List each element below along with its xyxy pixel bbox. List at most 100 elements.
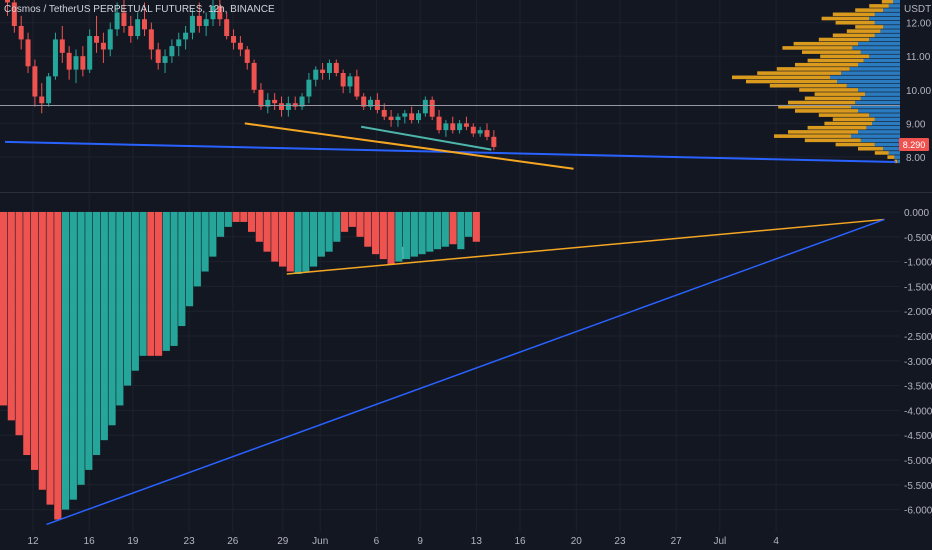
oscillator-bar (426, 212, 434, 252)
candle-body (320, 69, 326, 73)
oscillator-bar (131, 212, 139, 371)
volume-profile-bar-up (888, 4, 900, 8)
oscillator-bar (54, 212, 62, 520)
volume-profile-bar-down (887, 155, 895, 159)
candle-body (491, 136, 497, 147)
candle-body (470, 126, 476, 134)
candle-body (231, 36, 237, 43)
candle-body (59, 39, 65, 53)
volume-profile-bar-down (795, 109, 858, 113)
price-trendline[interactable] (244, 122, 574, 170)
candle (107, 22, 113, 57)
price-tick-label: 11.00 (906, 52, 931, 63)
volume-profile-bar-up (869, 16, 900, 21)
volume-profile-bar-down (821, 16, 870, 21)
oscillator-bar (449, 212, 457, 245)
oscillator-bar (279, 212, 287, 267)
volume-profile-bar-up (897, 159, 900, 164)
oscillator-bar (232, 212, 240, 222)
oscillator-tick-label: -2.500 (904, 332, 932, 343)
candle (333, 59, 339, 77)
volume-profile-bar-up (858, 62, 900, 67)
candle (237, 36, 243, 57)
oscillator-bar (372, 212, 380, 255)
candle (128, 15, 134, 43)
oscillator-tick-label: 0.000 (904, 208, 929, 219)
volume-profile-bar-down (835, 142, 875, 147)
candle-body (87, 36, 93, 70)
volume-profile (732, 0, 900, 164)
candle (388, 109, 394, 127)
candle (320, 62, 326, 80)
oscillator-bar (271, 212, 279, 262)
x-tick-label: 6 (374, 536, 380, 547)
volume-profile-bar-down (835, 20, 875, 25)
candle (162, 49, 168, 73)
candle (189, 9, 195, 40)
candle (18, 15, 24, 50)
oscillator-bar (7, 212, 15, 421)
candle (306, 73, 312, 104)
candle-body (463, 123, 469, 127)
oscillator-bar (333, 212, 341, 242)
oscillator-bar (77, 212, 85, 485)
oscillator-bar (31, 212, 39, 470)
volume-profile-bar-down (818, 113, 870, 117)
oscillator-bar (395, 212, 403, 262)
candle (422, 96, 428, 117)
x-tick-label: 19 (127, 536, 139, 547)
volume-profile-bar-down (858, 146, 884, 151)
volume-profile-bar-down (807, 125, 867, 130)
candle-body (155, 49, 161, 63)
candle (361, 93, 367, 110)
candle-body (189, 15, 195, 33)
candle-body (313, 69, 319, 80)
candle-body (52, 39, 58, 77)
volume-profile-bar-down (818, 37, 870, 42)
candle (217, 0, 223, 26)
candle (285, 96, 291, 117)
oscillator-bar (193, 212, 201, 287)
candle (46, 73, 52, 107)
candle (299, 93, 305, 110)
price-trendline[interactable] (361, 125, 492, 151)
candle-body (39, 96, 45, 104)
candle-body (457, 123, 463, 131)
candle (368, 96, 374, 110)
candle-body (66, 52, 72, 70)
oscillator-tick-label: -5.000 (904, 456, 932, 467)
oscillator-bar (263, 212, 271, 252)
candle-body (279, 103, 284, 110)
candle-body (333, 62, 339, 73)
volume-profile-bar-up (860, 138, 900, 143)
candle (80, 46, 86, 77)
volume-profile-bar-down (824, 121, 872, 126)
x-tick-label: 20 (571, 536, 583, 547)
oscillator-tick-label: -0.500 (904, 233, 932, 244)
oscillator-tick-label: -6.000 (904, 506, 932, 517)
oscillator-bar (85, 212, 93, 470)
candle-body (162, 56, 168, 63)
candle (176, 32, 182, 57)
volume-profile-bar-up (830, 75, 900, 80)
oscillator-trendline[interactable] (46, 218, 885, 526)
volume-profile-bar-down (769, 83, 847, 88)
oscillator-bar (124, 212, 132, 386)
volume-profile-bar-down (778, 104, 851, 109)
oscillator-bar (379, 212, 387, 260)
oscillator-trendline[interactable] (286, 218, 885, 275)
candle-body (368, 99, 374, 107)
candle (39, 83, 45, 114)
volume-profile-bar-down (774, 134, 851, 138)
volume-profile-bar-up (851, 104, 900, 109)
oscillator-bar (325, 212, 333, 252)
oscillator-tick-label: -3.500 (904, 382, 932, 393)
candle-body (326, 62, 332, 73)
candle (429, 96, 435, 121)
oscillator-bar (410, 212, 418, 257)
candle-body (450, 123, 456, 131)
candle-body (25, 39, 31, 67)
oscillator-bar (317, 212, 325, 257)
x-tick-label: 12 (27, 536, 39, 547)
